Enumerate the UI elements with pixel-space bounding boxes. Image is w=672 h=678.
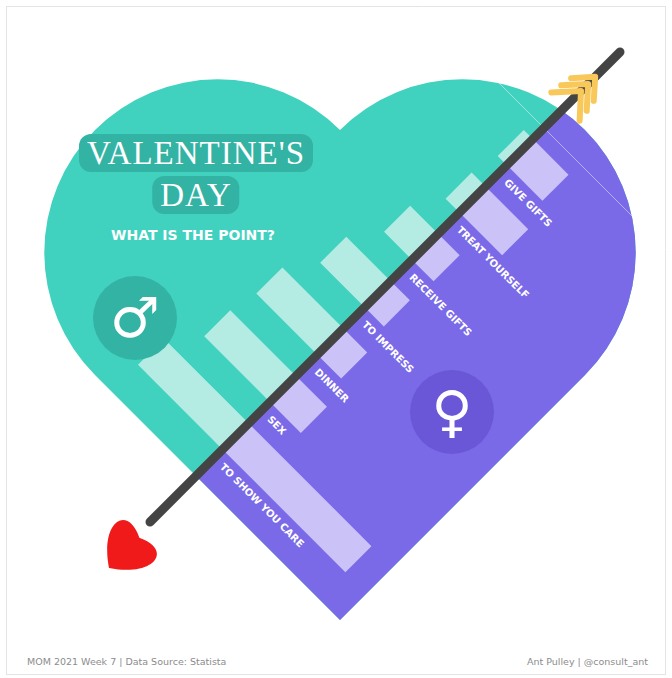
- svg-text:TO SHOW YOU CARE: TO SHOW YOU CARE: [217, 461, 305, 549]
- svg-text:SEX: SEX: [265, 414, 288, 437]
- svg-text:GIVE GIFTS: GIVE GIFTS: [502, 177, 554, 229]
- html-text:Ant Pulley | @consult_ant: Ant Pulley | @consult_ant: [527, 656, 648, 667]
- svg-text:TREAT YOURSELF: TREAT YOURSELF: [454, 224, 530, 300]
- html-text:VALENTINE'S: VALENTINE'S: [87, 135, 305, 171]
- html-text:DAY: DAY: [160, 177, 232, 213]
- svg-text:DINNER: DINNER: [312, 366, 351, 405]
- svg-text:RECEIVE GIFTS: RECEIVE GIFTS: [407, 272, 474, 339]
- html-text:MOM 2021 Week 7 | Data Source:: MOM 2021 Week 7 | Data Source: Statista: [27, 656, 227, 667]
- html-text:WHAT IS THE POINT?: WHAT IS THE POINT?: [111, 227, 275, 243]
- svg-text:TO IMPRESS: TO IMPRESS: [359, 319, 415, 375]
